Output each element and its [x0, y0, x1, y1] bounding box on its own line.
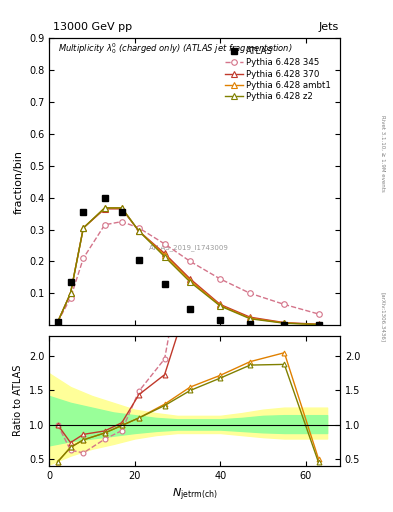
Y-axis label: Ratio to ATLAS: Ratio to ATLAS	[13, 365, 23, 436]
ATLAS	[188, 306, 193, 312]
Pythia 6.428 ambt1	[68, 290, 73, 296]
Line: Pythia 6.428 z2: Pythia 6.428 z2	[55, 205, 321, 327]
X-axis label: $N_{\rm jetrm(ch)}$: $N_{\rm jetrm(ch)}$	[172, 486, 217, 503]
Pythia 6.428 345	[102, 222, 107, 228]
ATLAS	[102, 195, 107, 201]
Text: Multiplicity $\lambda_0^0$ (charged only) (ATLAS jet fragmentation): Multiplicity $\lambda_0^0$ (charged only…	[58, 41, 292, 56]
Pythia 6.428 ambt1	[248, 315, 252, 321]
ATLAS	[119, 209, 124, 215]
Text: 13000 GeV pp: 13000 GeV pp	[53, 22, 132, 32]
Pythia 6.428 z2	[162, 253, 167, 260]
Pythia 6.428 370	[188, 276, 193, 282]
Pythia 6.428 370	[282, 319, 287, 326]
Legend: ATLAS, Pythia 6.428 345, Pythia 6.428 370, Pythia 6.428 ambt1, Pythia 6.428 z2: ATLAS, Pythia 6.428 345, Pythia 6.428 37…	[224, 46, 333, 102]
Pythia 6.428 z2	[137, 228, 141, 234]
Pythia 6.428 z2	[282, 320, 287, 326]
Pythia 6.428 370	[248, 314, 252, 321]
Pythia 6.428 345	[137, 225, 141, 231]
Pythia 6.428 z2	[55, 319, 60, 325]
Text: [arXiv:1306.3436]: [arXiv:1306.3436]	[381, 292, 386, 343]
Pythia 6.428 370	[162, 250, 167, 257]
ATLAS	[68, 279, 73, 285]
Y-axis label: fraction/bin: fraction/bin	[13, 150, 23, 214]
Pythia 6.428 ambt1	[218, 302, 222, 308]
Pythia 6.428 z2	[218, 303, 222, 309]
Line: ATLAS: ATLAS	[54, 194, 322, 328]
Pythia 6.428 ambt1	[162, 252, 167, 258]
Pythia 6.428 370	[102, 206, 107, 212]
Pythia 6.428 370	[55, 319, 60, 325]
ATLAS	[248, 321, 252, 327]
Pythia 6.428 ambt1	[188, 278, 193, 284]
ATLAS	[55, 319, 60, 325]
Pythia 6.428 370	[218, 302, 222, 308]
Pythia 6.428 345	[218, 276, 222, 282]
ATLAS	[218, 317, 222, 324]
Pythia 6.428 345	[55, 319, 60, 325]
Pythia 6.428 ambt1	[55, 319, 60, 325]
Pythia 6.428 370	[81, 225, 86, 231]
Pythia 6.428 345	[248, 290, 252, 296]
Pythia 6.428 345	[282, 302, 287, 308]
Line: Pythia 6.428 ambt1: Pythia 6.428 ambt1	[55, 205, 321, 327]
ATLAS	[81, 209, 86, 215]
Pythia 6.428 z2	[68, 290, 73, 296]
Pythia 6.428 z2	[119, 205, 124, 211]
Pythia 6.428 370	[137, 228, 141, 234]
Line: Pythia 6.428 345: Pythia 6.428 345	[55, 219, 321, 325]
ATLAS	[316, 322, 321, 328]
Pythia 6.428 370	[119, 206, 124, 212]
Pythia 6.428 ambt1	[102, 205, 107, 211]
Pythia 6.428 z2	[316, 322, 321, 328]
Pythia 6.428 345	[68, 295, 73, 301]
Pythia 6.428 370	[68, 290, 73, 296]
Pythia 6.428 345	[188, 259, 193, 265]
Pythia 6.428 345	[316, 311, 321, 317]
Pythia 6.428 z2	[81, 225, 86, 231]
Pythia 6.428 z2	[248, 316, 252, 322]
Text: Jets: Jets	[318, 22, 339, 32]
Pythia 6.428 345	[162, 241, 167, 247]
Text: Rivet 3.1.10, ≥ 1.9M events: Rivet 3.1.10, ≥ 1.9M events	[381, 115, 386, 192]
Pythia 6.428 ambt1	[81, 225, 86, 231]
Pythia 6.428 ambt1	[137, 228, 141, 234]
Pythia 6.428 345	[81, 255, 86, 261]
Pythia 6.428 345	[119, 219, 124, 225]
Pythia 6.428 z2	[102, 205, 107, 211]
ATLAS	[162, 281, 167, 287]
ATLAS	[137, 257, 141, 263]
Pythia 6.428 ambt1	[316, 322, 321, 328]
ATLAS	[282, 322, 287, 328]
Pythia 6.428 370	[316, 321, 321, 327]
Text: ATLAS_2019_I1743009: ATLAS_2019_I1743009	[149, 244, 229, 251]
Pythia 6.428 z2	[188, 279, 193, 285]
Pythia 6.428 ambt1	[282, 320, 287, 326]
Pythia 6.428 ambt1	[119, 205, 124, 211]
Line: Pythia 6.428 370: Pythia 6.428 370	[55, 206, 321, 327]
